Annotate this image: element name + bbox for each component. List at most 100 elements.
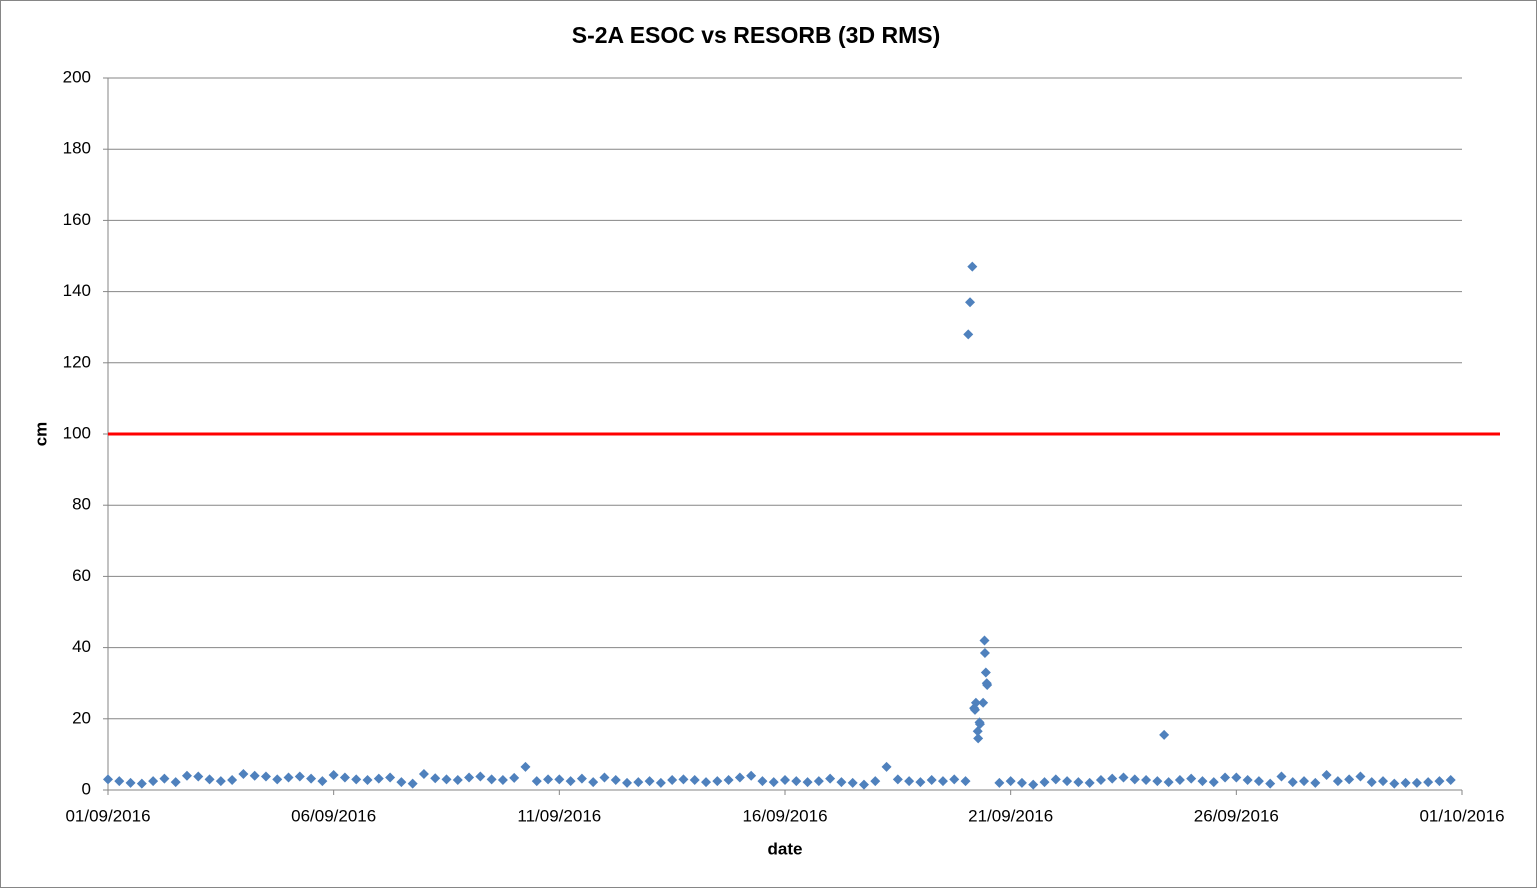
x-tick-label: 16/09/2016	[742, 806, 827, 825]
data-point	[633, 777, 644, 788]
data-point	[1129, 774, 1140, 785]
data-point	[1174, 775, 1185, 786]
data-point	[723, 775, 734, 786]
data-point	[509, 772, 520, 783]
data-point	[1197, 776, 1208, 787]
data-point	[1084, 777, 1095, 788]
data-point	[373, 773, 384, 784]
data-point	[994, 777, 1005, 788]
x-axis-label: date	[768, 839, 803, 858]
data-point	[576, 773, 587, 784]
data-point	[1152, 776, 1163, 787]
data-point	[746, 770, 757, 781]
data-point	[757, 776, 768, 787]
data-point	[1423, 777, 1434, 788]
data-point	[780, 775, 790, 786]
data-point	[193, 771, 204, 782]
data-point	[622, 777, 633, 788]
data-point	[915, 777, 926, 788]
data-point	[963, 329, 974, 340]
data-point	[949, 774, 960, 785]
data-point	[904, 776, 915, 787]
data-point	[475, 771, 486, 782]
x-tick-label: 01/10/2016	[1419, 806, 1504, 825]
data-point	[430, 773, 441, 784]
data-point	[1095, 775, 1106, 786]
data-point	[1163, 777, 1174, 788]
data-point	[836, 777, 847, 788]
data-point	[802, 777, 813, 788]
data-point	[272, 774, 283, 785]
data-point	[791, 776, 802, 787]
y-tick-label: 160	[63, 210, 91, 229]
data-point	[103, 774, 113, 785]
data-point	[1332, 776, 1343, 787]
y-tick-label: 200	[63, 67, 91, 86]
data-point	[554, 774, 565, 785]
data-point	[114, 776, 125, 787]
data-point	[328, 770, 339, 781]
data-point	[1141, 775, 1152, 786]
y-tick-label: 20	[72, 708, 91, 727]
data-point	[1253, 776, 1264, 787]
data-point	[1220, 772, 1231, 783]
data-point	[1242, 775, 1253, 786]
y-tick-label: 0	[82, 779, 91, 798]
data-point	[970, 697, 981, 708]
data-point	[881, 761, 892, 772]
data-point	[1400, 777, 1411, 788]
data-point	[407, 778, 418, 789]
data-point	[385, 772, 396, 783]
data-point	[1062, 776, 1073, 787]
data-point	[1005, 776, 1016, 787]
data-point	[701, 777, 712, 788]
data-point	[1276, 771, 1287, 782]
data-point	[204, 774, 215, 785]
data-point	[249, 770, 260, 781]
data-point	[689, 775, 700, 786]
data-point	[870, 776, 881, 787]
data-point	[464, 772, 475, 783]
data-point	[610, 775, 621, 786]
x-tick-label: 26/09/2016	[1194, 806, 1279, 825]
data-point	[148, 776, 159, 787]
data-point	[351, 774, 362, 785]
data-point	[227, 775, 238, 786]
data-point	[306, 773, 317, 784]
data-point	[1118, 772, 1129, 783]
data-point	[1050, 774, 1061, 785]
data-point	[1366, 777, 1377, 788]
data-point	[181, 770, 192, 781]
x-tick-label: 01/09/2016	[65, 806, 150, 825]
data-point	[452, 775, 463, 786]
data-point	[1378, 776, 1389, 787]
data-point	[441, 774, 452, 785]
data-point	[1355, 771, 1366, 782]
data-point	[418, 768, 429, 779]
data-point	[655, 777, 666, 788]
data-point	[396, 777, 407, 788]
data-point	[960, 776, 971, 787]
data-point	[974, 719, 985, 730]
data-point	[1028, 779, 1039, 790]
data-point	[970, 704, 981, 715]
x-tick-label: 21/09/2016	[968, 806, 1053, 825]
data-point	[825, 773, 836, 784]
data-point	[1287, 777, 1298, 788]
data-point	[125, 777, 136, 788]
data-point	[979, 635, 990, 646]
data-point	[1107, 773, 1118, 784]
data-point	[712, 776, 723, 787]
y-tick-label: 120	[63, 352, 91, 371]
data-point	[486, 774, 497, 785]
data-point	[1389, 778, 1400, 789]
data-point	[1159, 729, 1170, 740]
data-point	[520, 761, 531, 772]
y-tick-label: 180	[63, 139, 91, 158]
data-point	[1208, 777, 1219, 788]
data-point	[238, 768, 249, 779]
y-tick-label: 60	[72, 566, 91, 585]
data-point	[260, 771, 271, 782]
data-point	[1344, 774, 1355, 785]
